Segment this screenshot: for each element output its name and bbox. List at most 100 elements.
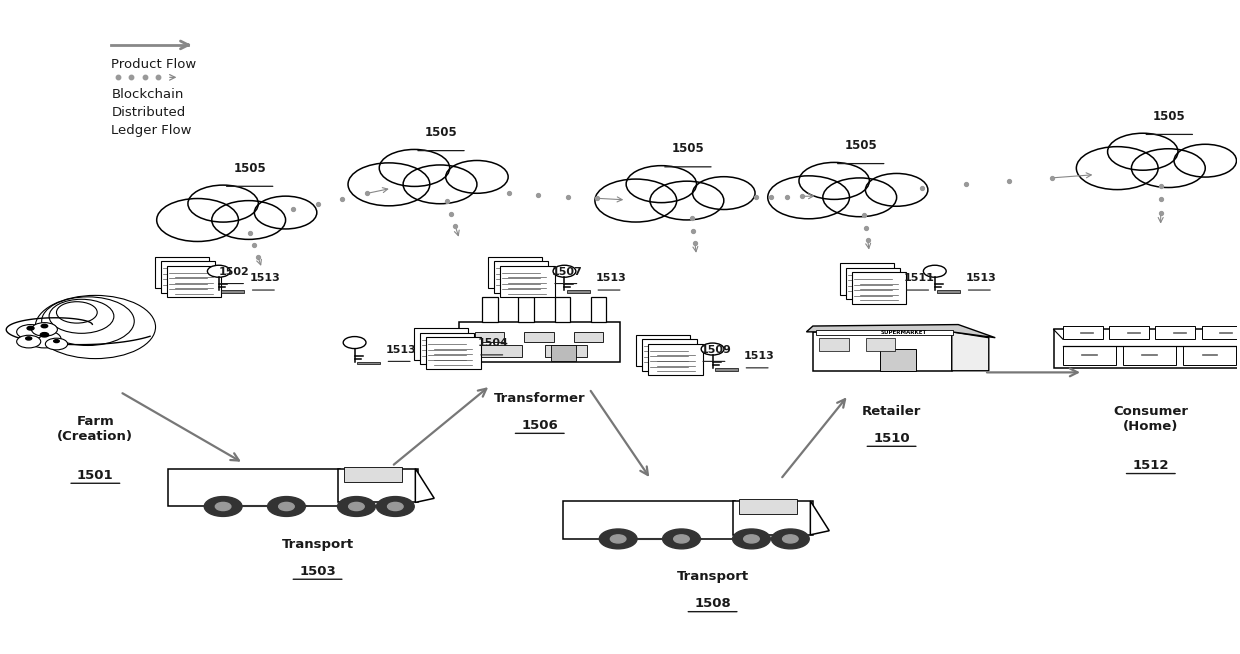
Circle shape	[403, 165, 477, 204]
FancyBboxPatch shape	[574, 332, 604, 342]
Circle shape	[156, 199, 238, 241]
Text: 1507: 1507	[552, 267, 583, 277]
Circle shape	[1076, 146, 1158, 190]
FancyBboxPatch shape	[475, 332, 503, 342]
FancyBboxPatch shape	[500, 266, 554, 298]
Text: 1513: 1513	[595, 273, 626, 283]
FancyBboxPatch shape	[337, 468, 418, 502]
Text: 1513: 1513	[386, 345, 417, 354]
Text: Transport: Transport	[677, 570, 749, 583]
Circle shape	[388, 502, 403, 511]
FancyBboxPatch shape	[546, 345, 588, 356]
FancyBboxPatch shape	[1202, 326, 1240, 339]
FancyBboxPatch shape	[480, 345, 522, 356]
Circle shape	[216, 502, 231, 511]
Circle shape	[626, 165, 697, 203]
FancyBboxPatch shape	[567, 290, 590, 293]
Text: 1502: 1502	[218, 267, 249, 277]
Circle shape	[207, 266, 231, 277]
FancyBboxPatch shape	[1156, 326, 1195, 339]
Text: Consumer
(Home): Consumer (Home)	[1114, 405, 1188, 433]
Text: Retailer: Retailer	[862, 405, 921, 418]
FancyBboxPatch shape	[733, 501, 812, 535]
Circle shape	[53, 339, 60, 343]
FancyBboxPatch shape	[556, 297, 570, 322]
FancyBboxPatch shape	[345, 467, 402, 482]
Text: 1505: 1505	[672, 142, 704, 155]
Circle shape	[733, 529, 770, 549]
FancyBboxPatch shape	[161, 262, 215, 293]
Circle shape	[744, 535, 759, 543]
FancyBboxPatch shape	[414, 328, 469, 360]
Circle shape	[799, 162, 869, 199]
FancyBboxPatch shape	[459, 322, 620, 362]
Text: Transformer: Transformer	[494, 392, 585, 405]
Circle shape	[16, 324, 45, 339]
FancyBboxPatch shape	[852, 273, 906, 304]
FancyBboxPatch shape	[155, 257, 208, 288]
Text: 1513: 1513	[966, 273, 997, 283]
Circle shape	[16, 336, 41, 348]
Circle shape	[445, 160, 508, 194]
FancyBboxPatch shape	[839, 264, 894, 295]
FancyBboxPatch shape	[518, 297, 533, 322]
FancyBboxPatch shape	[167, 468, 340, 506]
Text: 1505: 1505	[233, 162, 267, 175]
FancyBboxPatch shape	[1123, 347, 1176, 365]
Circle shape	[693, 177, 755, 209]
Circle shape	[337, 496, 376, 517]
Circle shape	[268, 496, 305, 517]
Text: 1506: 1506	[521, 419, 558, 432]
Circle shape	[31, 322, 57, 336]
Text: Blockchain
Distributed
Ledger Flow: Blockchain Distributed Ledger Flow	[112, 88, 192, 137]
Text: 1503: 1503	[299, 565, 336, 578]
Circle shape	[188, 185, 258, 222]
Circle shape	[650, 181, 724, 220]
Text: 1504: 1504	[479, 338, 508, 348]
Circle shape	[348, 502, 365, 511]
Circle shape	[701, 343, 724, 355]
Circle shape	[768, 176, 849, 219]
Circle shape	[343, 337, 366, 349]
Polygon shape	[806, 324, 996, 337]
Text: 1508: 1508	[694, 597, 730, 610]
FancyBboxPatch shape	[880, 349, 915, 371]
FancyBboxPatch shape	[525, 332, 553, 342]
FancyBboxPatch shape	[427, 337, 481, 369]
FancyBboxPatch shape	[813, 332, 952, 371]
Text: 1513: 1513	[249, 273, 280, 283]
Polygon shape	[415, 468, 434, 502]
FancyBboxPatch shape	[1063, 347, 1116, 365]
FancyBboxPatch shape	[494, 262, 548, 293]
Circle shape	[823, 178, 897, 216]
FancyBboxPatch shape	[1109, 326, 1149, 339]
FancyBboxPatch shape	[816, 330, 952, 336]
Circle shape	[673, 535, 689, 543]
Circle shape	[46, 338, 68, 350]
FancyBboxPatch shape	[482, 297, 497, 322]
Circle shape	[26, 337, 32, 340]
Circle shape	[254, 196, 317, 229]
FancyBboxPatch shape	[167, 266, 221, 298]
FancyBboxPatch shape	[636, 335, 691, 366]
Circle shape	[205, 496, 242, 517]
Text: 1505: 1505	[844, 139, 877, 152]
Circle shape	[771, 529, 810, 549]
Circle shape	[599, 529, 637, 549]
Circle shape	[279, 502, 294, 511]
FancyBboxPatch shape	[1183, 347, 1236, 365]
Polygon shape	[952, 332, 988, 371]
FancyBboxPatch shape	[866, 337, 895, 351]
Circle shape	[41, 324, 47, 328]
Text: 1505: 1505	[424, 126, 458, 139]
FancyBboxPatch shape	[487, 257, 542, 288]
Polygon shape	[811, 501, 830, 535]
FancyBboxPatch shape	[739, 499, 797, 515]
Circle shape	[610, 535, 626, 543]
Circle shape	[27, 326, 33, 330]
Text: 1509: 1509	[701, 345, 732, 354]
FancyBboxPatch shape	[1054, 330, 1240, 368]
Circle shape	[212, 201, 285, 239]
FancyBboxPatch shape	[1063, 326, 1102, 339]
Circle shape	[1174, 145, 1236, 177]
